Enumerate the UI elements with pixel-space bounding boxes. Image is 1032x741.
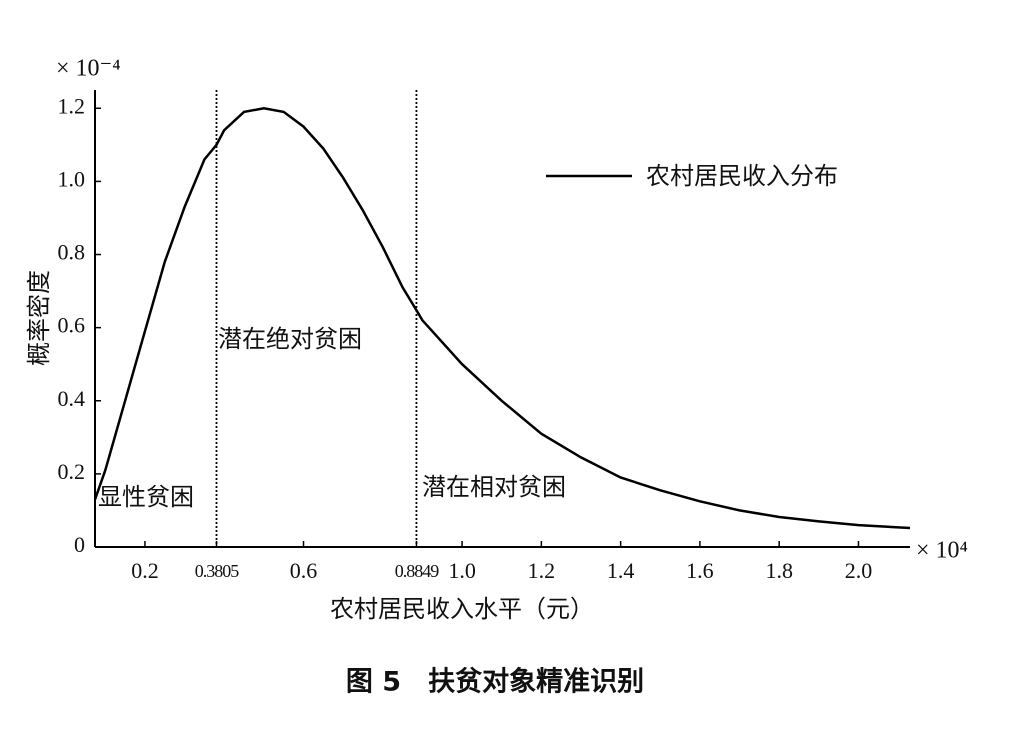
region-label: 显性贫困: [98, 483, 194, 511]
x-tick-label: 0.6: [290, 558, 318, 583]
y-tick-label: 0.6: [58, 313, 86, 338]
y-axis-label: 概率密度: [25, 270, 53, 366]
x-tick-label: 0.2: [131, 558, 159, 583]
line-series: [93, 107, 911, 530]
x-multiplier: × 10⁴: [916, 538, 968, 564]
y-tick-label: 0.2: [58, 459, 86, 484]
x-tick-label: 0.8849: [395, 561, 440, 581]
y-tick-label: 1.2: [58, 93, 86, 118]
y-tick-label: 0.8: [58, 240, 86, 265]
region-label: 潜在相对贫困: [422, 473, 566, 501]
y-tick-label: 0: [74, 532, 85, 557]
x-tick-label: 1.2: [528, 558, 556, 583]
y-tick-label: 1.0: [58, 166, 86, 191]
x-tick-label: 1.8: [765, 558, 793, 583]
x-tick-label: 1.6: [686, 558, 714, 583]
x-tick-label: 2.0: [845, 558, 873, 583]
caption: 图 5 扶贫对象精准识别: [346, 666, 644, 698]
x-axis-label: 农村居民收入水平（元）: [330, 595, 594, 623]
y-tick-label: 0.4: [58, 386, 86, 411]
region-label: 潜在绝对贫困: [218, 325, 362, 353]
y-multiplier: × 10⁻⁴: [56, 56, 121, 82]
x-tick-label: 1.4: [607, 558, 635, 583]
x-tick-label: 0.3805: [195, 561, 240, 581]
legend-label: 农村居民收入分布: [646, 162, 838, 190]
x-tick-label: 1.0: [448, 558, 476, 583]
